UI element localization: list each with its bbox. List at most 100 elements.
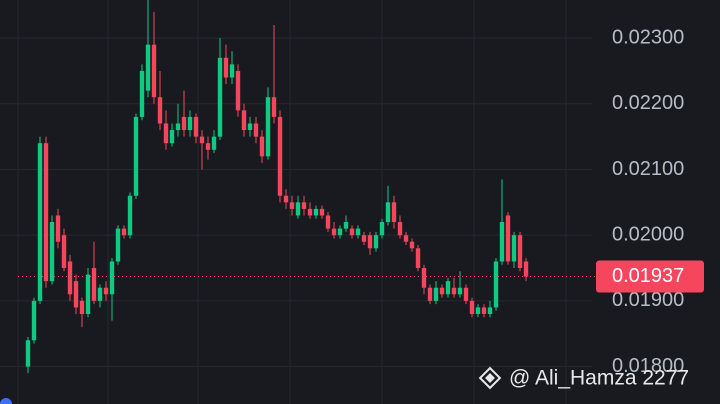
candle-body [247, 123, 253, 131]
candle-body [187, 116, 193, 131]
candle-body [337, 228, 343, 236]
candle-body [241, 110, 247, 131]
candle-body [163, 123, 169, 144]
candle-body [73, 281, 79, 308]
y-tick-label: 0.02000 [612, 223, 684, 245]
candle-body [367, 235, 373, 249]
candle-body [319, 208, 325, 216]
candle-body [295, 202, 301, 216]
last-price-label: 0.01937 [612, 265, 684, 287]
candle-body [271, 97, 277, 117]
candle-body [253, 123, 259, 137]
corner-dot [0, 398, 12, 404]
candle-body [127, 195, 133, 236]
candle-body [205, 143, 211, 150]
candle-body [121, 228, 127, 236]
logo-outer [478, 366, 502, 390]
candle-body [301, 202, 307, 209]
candle-body [25, 340, 31, 367]
y-tick-label: 0.02300 [612, 26, 684, 48]
y-tick-label: 0.02100 [612, 158, 684, 180]
candle-body [307, 208, 313, 216]
candle-body [277, 116, 283, 196]
candle-body [517, 235, 523, 269]
candle-body [331, 228, 337, 236]
candle-body [145, 44, 151, 91]
candle-body [469, 300, 475, 315]
candle-body [361, 235, 367, 242]
candle-body [79, 300, 85, 315]
candle-body [475, 307, 481, 315]
candle-body [67, 261, 73, 295]
candle-body [43, 143, 49, 282]
y-tick-label: 0.01800 [612, 355, 684, 377]
candle-body [457, 287, 463, 295]
candle-body [415, 248, 421, 269]
y-tick-label: 0.01900 [612, 289, 684, 311]
candle-body [397, 222, 403, 236]
candle-body [487, 307, 493, 315]
watermark-text: @ Ali_Hamza 2277 [509, 367, 689, 390]
candle-body [391, 202, 397, 223]
candle-body [283, 195, 289, 203]
candle-body [409, 241, 415, 249]
candle-body [181, 116, 187, 131]
candle-body [439, 287, 445, 295]
candle-body [217, 57, 223, 137]
candle-body [379, 222, 385, 236]
candle-body [433, 287, 439, 301]
candle-body [211, 136, 217, 150]
candle-body [49, 222, 55, 282]
candle-body [115, 228, 121, 262]
logo [478, 366, 502, 390]
candle-body [169, 130, 175, 144]
y-tick-label: 0.02200 [612, 92, 684, 114]
candle-body [31, 300, 37, 341]
candle-body [373, 235, 379, 249]
y-axis: 0.01800 0.01900 0.02000 0.02100 0.02200 0.023… [596, 26, 704, 377]
candle-body [223, 57, 229, 78]
candle-body [265, 97, 271, 157]
candle-body [109, 261, 115, 295]
candle-body [481, 307, 487, 315]
candle-body [427, 287, 433, 301]
candle-body [445, 281, 451, 295]
candle-body [193, 116, 199, 137]
candle-body [157, 97, 163, 124]
candle-body [235, 70, 241, 111]
candle-body [37, 143, 43, 301]
candle-body [55, 215, 61, 242]
candle-body [349, 228, 355, 236]
candle-body [343, 222, 349, 229]
candle-body [103, 287, 109, 295]
candle-body [229, 64, 235, 78]
v-grid [17, 0, 567, 404]
candle-body [175, 123, 181, 131]
candle-body [133, 116, 139, 196]
candle-body [289, 202, 295, 209]
candles [25, 0, 529, 374]
candle-body [523, 261, 529, 277]
candle-body [355, 228, 361, 236]
candle-body [259, 136, 265, 157]
candle-body [139, 70, 145, 117]
candle-body [91, 268, 97, 301]
last-price-box [596, 260, 704, 293]
candle-body [151, 44, 157, 98]
candle-body [385, 202, 391, 223]
candle-body [463, 287, 469, 301]
candle-body [499, 222, 505, 262]
candle-body [511, 235, 517, 262]
candle-body [451, 287, 457, 295]
candle-body [61, 235, 67, 269]
candle-body [505, 215, 511, 262]
candle-body [325, 215, 331, 229]
candle-body [199, 136, 205, 144]
candle-body [85, 274, 91, 315]
candle-body [403, 235, 409, 242]
candle-body [313, 208, 319, 216]
candle-body [493, 261, 499, 308]
